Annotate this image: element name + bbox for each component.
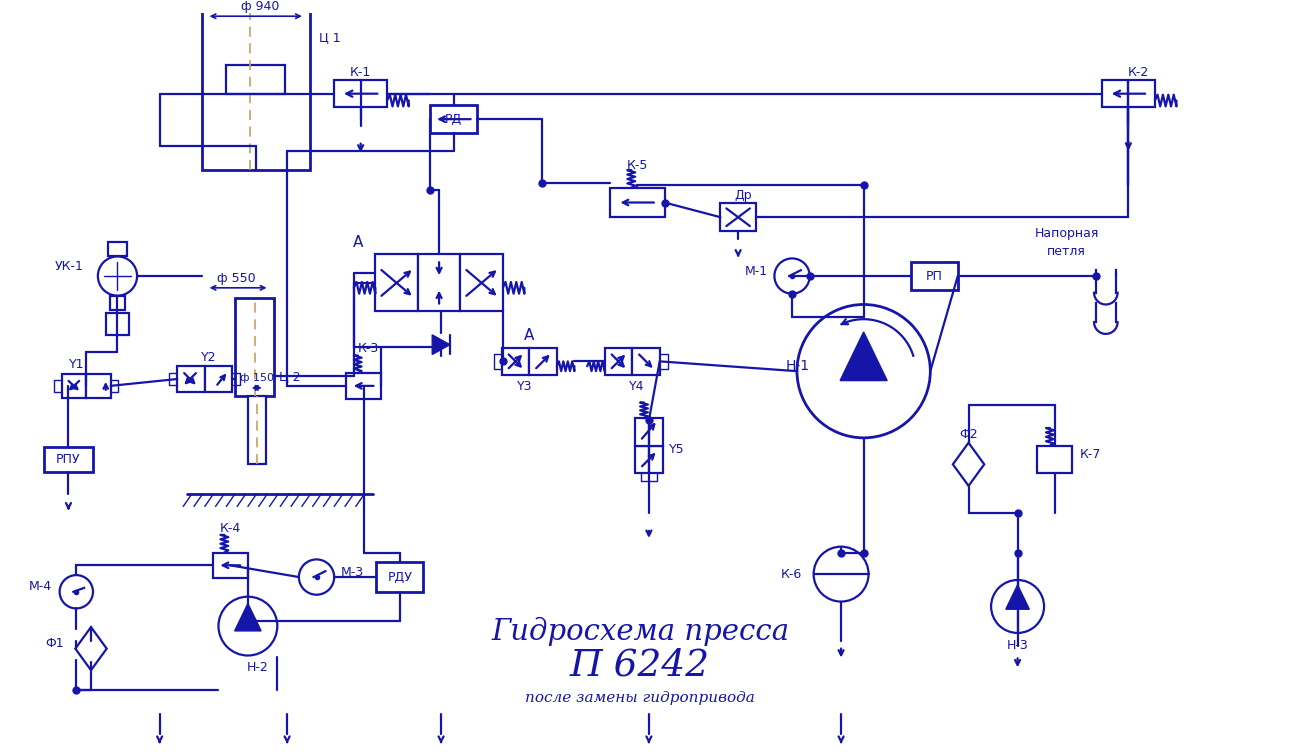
Text: ф 550: ф 550	[217, 271, 255, 284]
Text: Напорная: Напорная	[1034, 227, 1098, 241]
Text: Гидросхема пресса: Гидросхема пресса	[491, 617, 789, 645]
Text: Ц 2: Ц 2	[280, 369, 300, 383]
Bar	[1038, 446, 1072, 473]
Circle shape	[218, 596, 277, 656]
Text: К-4: К-4	[219, 522, 241, 535]
Text: РПУ: РПУ	[57, 453, 81, 466]
Bar	[375, 254, 418, 311]
Polygon shape	[235, 604, 262, 631]
Polygon shape	[432, 335, 450, 354]
Text: после замены гидропривода: после замены гидропривода	[525, 690, 755, 705]
Text: Y1: Y1	[68, 358, 84, 371]
Text: Ц 1: Ц 1	[320, 32, 342, 44]
Text: П 6242: П 6242	[570, 647, 710, 684]
Text: ф 940: ф 940	[241, 0, 280, 13]
Bar	[62, 374, 86, 398]
Bar	[345, 373, 382, 399]
Text: УК-1: УК-1	[54, 259, 84, 273]
Bar	[178, 366, 205, 392]
Text: ф 150: ф 150	[240, 373, 273, 383]
Text: М-1: М-1	[745, 265, 767, 277]
Bar	[205, 366, 232, 392]
Text: Y4: Y4	[629, 381, 644, 393]
Text: РП: РП	[926, 269, 942, 283]
Bar	[108, 241, 128, 256]
Text: РД: РД	[445, 113, 463, 126]
Bar	[247, 396, 266, 464]
Bar	[501, 347, 530, 375]
Circle shape	[797, 305, 931, 438]
Bar	[635, 418, 663, 446]
Text: Y3: Y3	[517, 381, 532, 393]
Bar	[610, 188, 665, 217]
Text: A: A	[352, 235, 363, 250]
Text: Y5: Y5	[669, 443, 684, 456]
Bar	[605, 347, 632, 375]
Bar	[376, 562, 423, 592]
Bar	[334, 80, 387, 108]
Bar	[235, 298, 275, 396]
Text: Н-1: Н-1	[785, 359, 809, 373]
Bar	[418, 254, 460, 311]
Circle shape	[299, 559, 334, 595]
Bar	[227, 65, 285, 94]
Text: К-7: К-7	[1079, 448, 1101, 461]
Text: петля: петля	[1047, 245, 1087, 258]
Bar	[431, 105, 477, 133]
Text: Ф1: Ф1	[45, 637, 63, 650]
Text: К-6: К-6	[781, 568, 802, 581]
Bar	[44, 447, 93, 472]
Circle shape	[59, 575, 93, 608]
Text: Ф2: Ф2	[959, 429, 978, 441]
Bar	[460, 254, 503, 311]
Text: К-3: К-3	[358, 342, 379, 355]
Bar	[721, 204, 755, 231]
Bar	[213, 553, 247, 578]
Text: К-1: К-1	[351, 65, 371, 79]
Bar	[1102, 80, 1155, 108]
Circle shape	[991, 580, 1044, 633]
Text: Н-2: Н-2	[246, 661, 268, 674]
Text: К-5: К-5	[626, 159, 648, 171]
Text: Y2: Y2	[201, 351, 217, 364]
Polygon shape	[75, 627, 107, 670]
Bar	[530, 347, 557, 375]
Polygon shape	[1005, 585, 1030, 609]
Text: К-2: К-2	[1128, 65, 1148, 79]
Text: Др: Др	[735, 190, 751, 202]
Bar	[86, 374, 111, 398]
Circle shape	[98, 256, 137, 296]
Polygon shape	[840, 332, 887, 381]
Circle shape	[813, 547, 869, 602]
Bar	[911, 262, 958, 290]
Circle shape	[775, 259, 809, 294]
Bar	[632, 347, 660, 375]
Text: Н-3: Н-3	[1007, 639, 1029, 652]
Text: М-3: М-3	[342, 566, 365, 578]
Bar	[635, 446, 663, 473]
Bar	[202, 0, 309, 170]
Polygon shape	[953, 443, 985, 486]
Text: A: A	[525, 329, 535, 344]
Text: РДУ: РДУ	[388, 571, 412, 584]
Text: М-4: М-4	[28, 581, 52, 593]
Bar	[106, 314, 129, 335]
Bar	[110, 296, 125, 311]
